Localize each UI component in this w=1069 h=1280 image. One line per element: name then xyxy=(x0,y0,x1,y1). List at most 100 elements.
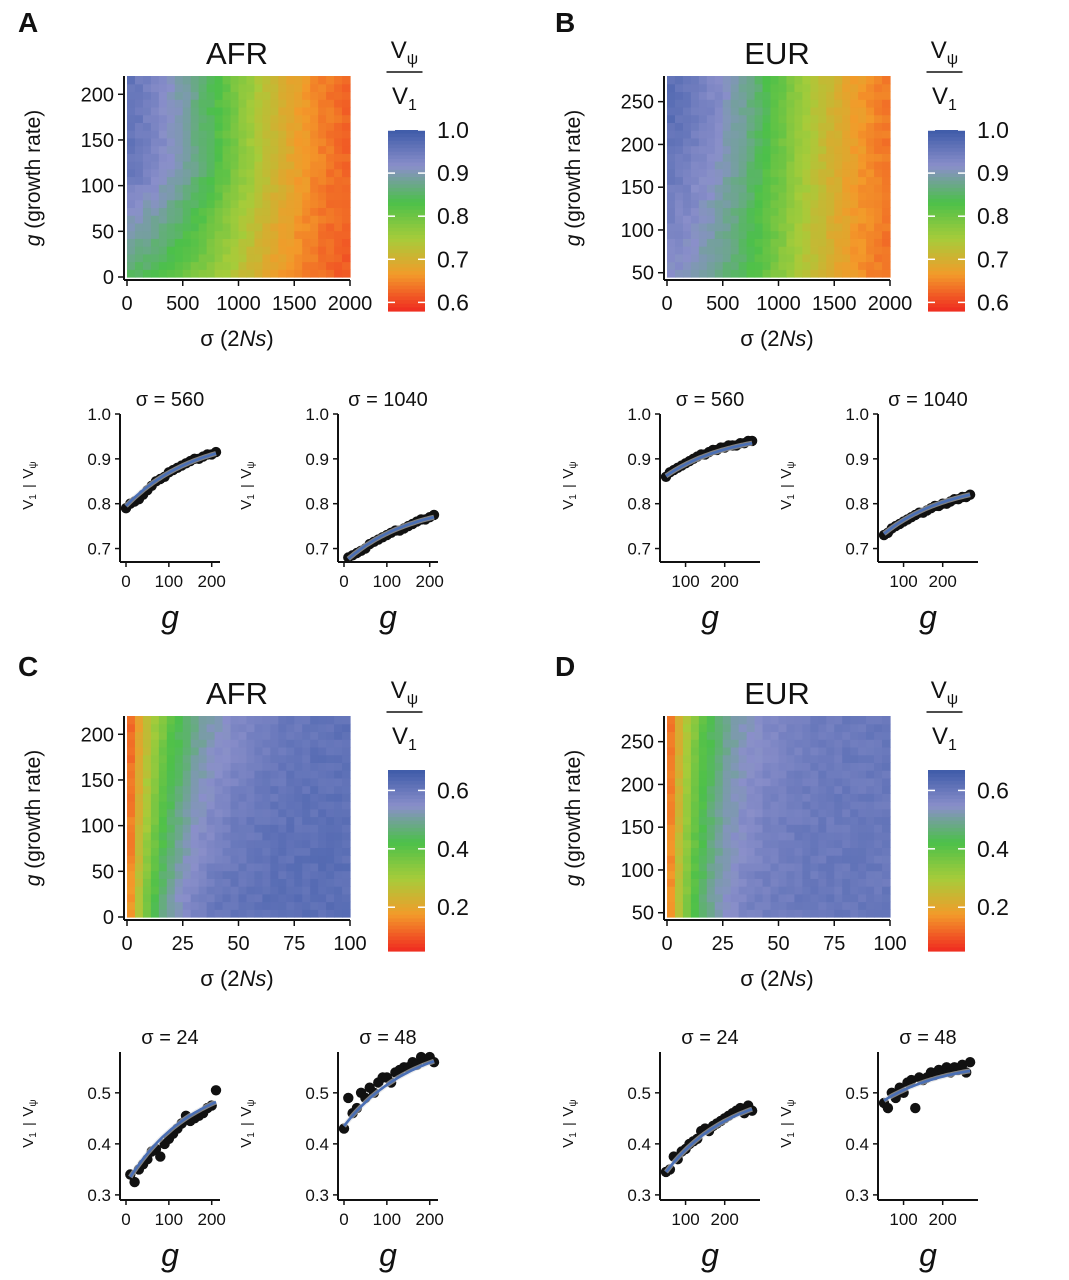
heatmap-cell xyxy=(738,746,748,756)
heatmap-cell xyxy=(318,176,327,185)
heatmap-cell xyxy=(166,222,176,232)
heatmap-cell xyxy=(150,847,160,856)
heatmap-cell xyxy=(674,777,684,787)
x-tick-label: 0 xyxy=(121,572,130,591)
heatmap-cell xyxy=(246,909,256,918)
colorbar-segment xyxy=(928,849,965,854)
heatmap-cell xyxy=(270,801,279,810)
heatmap-cell xyxy=(326,137,335,147)
heatmap-cell xyxy=(874,230,883,239)
heatmap-cell xyxy=(238,886,248,895)
heatmap-cell xyxy=(278,716,287,725)
heatmap-cell xyxy=(310,253,319,263)
heatmap-cell xyxy=(770,816,780,825)
heatmap-cell xyxy=(270,762,279,771)
colorbar-tick-label: 0.7 xyxy=(977,246,1009,272)
colorbar-segment xyxy=(928,827,965,833)
heatmap-cell xyxy=(326,222,335,232)
heatmap-cell xyxy=(818,746,827,756)
heatmap-cell xyxy=(874,886,883,895)
heatmap-cell xyxy=(818,739,827,748)
x-axis-label: g xyxy=(161,1237,179,1273)
heatmap-cell xyxy=(706,909,716,918)
heatmap-cell xyxy=(278,824,287,833)
heatmap-cell xyxy=(698,901,708,910)
heatmap-cell xyxy=(698,184,708,193)
heatmap-cell xyxy=(190,878,200,887)
heatmap-cell xyxy=(310,122,319,131)
heatmap-cell xyxy=(874,253,883,263)
heatmap-cell xyxy=(730,261,740,270)
heatmap-cell xyxy=(682,222,692,232)
heatmap-cell xyxy=(714,824,724,833)
heatmap-cell xyxy=(746,855,756,864)
heatmap-cell xyxy=(682,130,692,139)
heatmap-cell xyxy=(778,199,788,209)
heatmap-cell xyxy=(286,191,295,201)
x-tick-label: 500 xyxy=(166,293,199,315)
heatmap-cell xyxy=(238,831,248,841)
heatmap-cell xyxy=(134,870,144,879)
heatmap-cell xyxy=(334,130,343,139)
heatmap-cell xyxy=(310,770,319,779)
colorbar-segment xyxy=(928,777,965,782)
heatmap-cell xyxy=(174,261,184,270)
heatmap-cell xyxy=(810,130,819,139)
x-tick-label: 100 xyxy=(671,1210,699,1229)
heatmap-cell xyxy=(182,137,192,147)
heatmap-cell xyxy=(294,137,303,147)
heatmap-cell xyxy=(667,76,676,85)
heatmap-cell xyxy=(134,230,144,239)
heatmap-cell xyxy=(158,909,168,918)
heatmap-cell xyxy=(182,762,192,771)
heatmap-cell xyxy=(778,184,788,193)
heatmap-cell xyxy=(770,808,780,818)
heatmap-cell xyxy=(134,808,144,818)
heatmap-cell xyxy=(882,808,891,818)
y-label-bar: | xyxy=(560,484,576,488)
heatmap-cell xyxy=(182,839,192,849)
heatmap-cell xyxy=(294,246,303,255)
heatmap-cell xyxy=(858,870,867,879)
y-label-numerator: Vψ xyxy=(560,461,579,478)
heatmap-cell xyxy=(850,168,859,178)
heatmap-cell xyxy=(826,824,835,833)
heatmap-cell xyxy=(690,893,700,903)
heatmap-cell xyxy=(706,176,716,185)
heatmap-cell xyxy=(754,76,764,85)
colorbar-segment xyxy=(388,903,425,909)
heatmap-cell xyxy=(270,855,279,864)
heatmap-cell xyxy=(874,246,883,255)
heatmap-cell xyxy=(334,91,343,100)
colorbar-segment xyxy=(388,856,425,862)
heatmap-cell xyxy=(698,130,708,139)
colorbar-segment xyxy=(928,878,965,883)
heatmap-cell xyxy=(834,762,843,771)
heatmap-cell xyxy=(278,191,287,201)
heatmap-cell xyxy=(294,862,303,872)
heatmap-cell xyxy=(214,770,224,779)
heatmap-cell xyxy=(262,230,271,239)
heatmap-cell xyxy=(214,855,224,864)
heatmap-cell xyxy=(818,793,827,802)
heatmap-cell xyxy=(874,870,883,879)
heatmap-cell xyxy=(246,99,256,108)
x-tick-label: 25 xyxy=(172,933,194,955)
heatmap-cell xyxy=(286,731,295,740)
heatmap-cell xyxy=(706,777,716,787)
heatmap-cell xyxy=(262,176,271,185)
heatmap-cell xyxy=(818,754,827,763)
heatmap-cell xyxy=(222,909,232,918)
y-tick-label: 50 xyxy=(92,221,114,243)
heatmap-cell xyxy=(182,770,192,779)
heatmap-cell xyxy=(770,261,780,270)
heatmap-cell xyxy=(802,215,811,224)
colorbar-segment xyxy=(388,216,425,222)
heatmap-cell xyxy=(214,168,224,178)
heatmap-cell xyxy=(754,839,764,849)
heatmap-cell xyxy=(254,222,263,232)
heatmap-cell xyxy=(174,137,184,147)
heatmap-cell xyxy=(802,261,811,270)
heatmap-cell xyxy=(310,762,319,771)
